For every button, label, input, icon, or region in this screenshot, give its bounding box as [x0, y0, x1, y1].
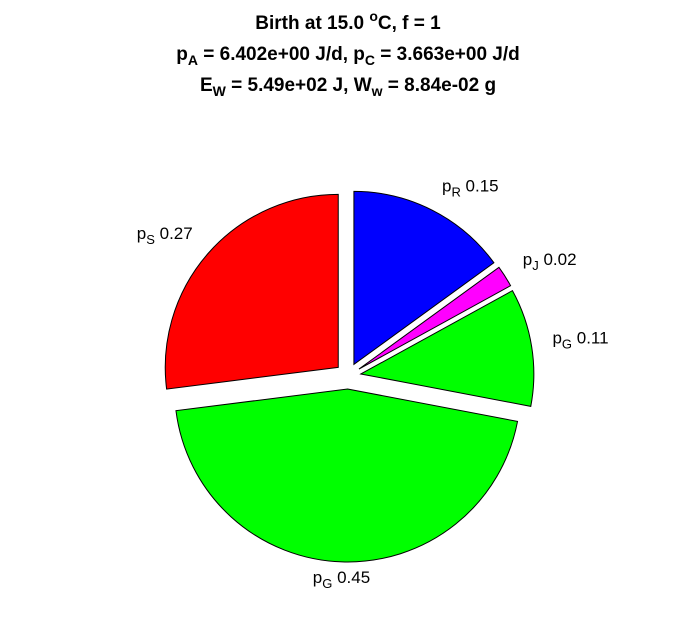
pie-slice-pg-3 — [175, 388, 519, 563]
pie-slice-pr-0 — [353, 190, 495, 366]
title-line-3: EW = 5.49e+02 J, Ww = 8.84e-02 g — [199, 75, 497, 99]
pie-slice-pj-1 — [358, 266, 512, 370]
pie-label-3: pG 0.45 — [313, 568, 370, 591]
title-line-1: Birth at 15.0 oC, f = 1 — [255, 8, 441, 34]
pie-slice-ps-4 — [164, 193, 339, 390]
chart-title: Birth at 15.0 oC, f = 1 pA = 6.402e+00 J… — [0, 8, 696, 101]
pie-label-0: pR 0.15 — [442, 177, 499, 200]
pie-label-4: pS 0.27 — [137, 224, 193, 247]
pie-label-1: pJ 0.02 — [523, 250, 577, 273]
pie-label-2: pG 0.11 — [552, 329, 608, 352]
pie-slice-pg-2 — [359, 289, 535, 407]
title-line-2: pA = 6.402e+00 J/d, pC = 3.663e+00 J/d — [176, 44, 520, 68]
